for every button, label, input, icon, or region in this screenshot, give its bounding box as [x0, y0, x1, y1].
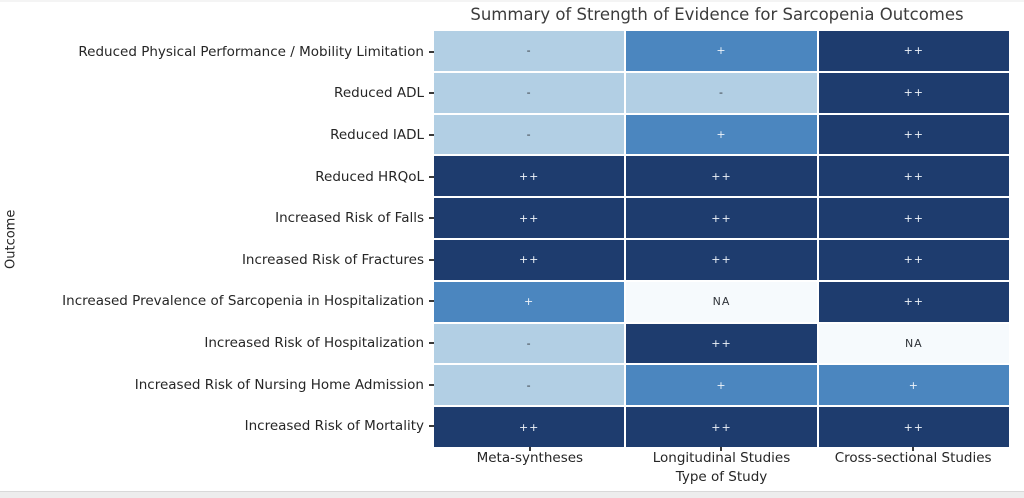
heatmap-cell: -: [434, 323, 625, 364]
heatmap-cell: -: [434, 114, 625, 155]
heatmap-cell: -: [434, 31, 625, 71]
x-axis-tick: [720, 447, 723, 451]
row-label-text: Increased Prevalence of Sarcopenia in Ho…: [62, 293, 424, 310]
row-label-text: Reduced Physical Performance / Mobility …: [78, 43, 424, 60]
heatmap-cell: -: [626, 72, 817, 113]
row-label: Increased Risk of Mortality: [0, 405, 434, 447]
heatmap-cell: +: [626, 365, 817, 406]
heatmap-cell: NA: [818, 323, 1009, 364]
heatmap-cell: -: [434, 72, 625, 113]
heatmap-cell: ++: [434, 198, 625, 238]
chart-title: Summary of Strength of Evidence for Sarc…: [470, 5, 964, 24]
row-label-text: Reduced ADL: [334, 85, 424, 102]
window-top-edge: [0, 0, 1024, 2]
row-label-text: Increased Risk of Falls: [275, 210, 424, 227]
row-label: Reduced IADL: [0, 114, 434, 156]
heatmap-cell: ++: [434, 239, 625, 280]
heatmap-cell: ++: [626, 156, 817, 197]
window-bottom-edge: [0, 491, 1024, 498]
row-labels: Reduced Physical Performance / Mobility …: [0, 31, 434, 447]
y-axis-tick: [429, 258, 434, 261]
row-label: Increased Risk of Nursing Home Admission: [0, 364, 434, 406]
heatmap-cell: +: [626, 114, 817, 155]
x-axis-title: Type of Study: [675, 469, 768, 485]
heatmap-cell: +: [818, 365, 1009, 406]
row-label-text: Increased Risk of Nursing Home Admission: [134, 376, 424, 393]
x-axis-tick: [912, 447, 915, 451]
heatmap-cell: ++: [626, 239, 817, 280]
heatmap-cell: ++: [818, 72, 1009, 113]
heatmap-cell: +: [434, 281, 625, 322]
row-label: Increased Risk of Falls: [0, 197, 434, 239]
y-axis-tick: [429, 217, 434, 220]
heatmap-cell: ++: [818, 281, 1009, 322]
row-label: Reduced ADL: [0, 73, 434, 115]
y-axis-tick: [429, 92, 434, 95]
y-axis-tick: [429, 133, 434, 136]
row-label-text: Reduced IADL: [330, 126, 424, 143]
heatmap-cell: ++: [818, 407, 1009, 447]
y-axis-tick: [429, 383, 434, 386]
heatmap-cell: ++: [818, 198, 1009, 238]
heatmap-grid: - + ++ - - ++ - + ++ ++ ++ ++ ++ ++ ++ ++ ++ ++ + NA ++ - ++ NA…: [434, 31, 1009, 447]
heatmap-cell: ++: [818, 114, 1009, 155]
heatmap-cell: ++: [818, 156, 1009, 197]
row-label: Increased Prevalence of Sarcopenia in Ho…: [0, 281, 434, 323]
heatmap-cell: ++: [818, 239, 1009, 280]
heatmap-cell: ++: [434, 156, 625, 197]
row-label: Reduced Physical Performance / Mobility …: [0, 31, 434, 73]
heatmap-cell: ++: [818, 31, 1009, 71]
heatmap-cell: ++: [626, 198, 817, 238]
y-axis-tick: [429, 300, 434, 303]
heatmap-cell: ++: [626, 323, 817, 364]
heatmap-cell: ++: [626, 407, 817, 447]
heatmap-cell: ++: [434, 407, 625, 447]
y-axis-tick: [429, 175, 434, 178]
x-axis-tick: [528, 447, 531, 451]
row-label: Reduced HRQoL: [0, 156, 434, 198]
x-tick-label: Longitudinal Studies: [652, 450, 791, 466]
row-label: Increased Risk of Hospitalization: [0, 322, 434, 364]
heatmap-cell: +: [626, 31, 817, 71]
heatmap-cell: -: [434, 365, 625, 406]
y-axis-tick: [429, 50, 434, 53]
x-axis-ticks: [434, 447, 1009, 451]
x-tick-labels: Meta-syntheses Longitudinal Studies Cross-…: [434, 450, 1009, 466]
row-label-text: Increased Risk of Mortality: [244, 418, 424, 435]
x-tick-label: Cross-sectional Studies: [834, 450, 992, 466]
row-label-text: Increased Risk of Hospitalization: [204, 334, 424, 351]
y-axis-tick: [429, 341, 434, 344]
row-label-text: Reduced HRQoL: [315, 168, 424, 185]
row-label: Increased Risk of Fractures: [0, 239, 434, 281]
y-axis-tick: [429, 425, 434, 428]
heatmap-cell: NA: [626, 281, 817, 322]
x-tick-label: Meta-syntheses: [476, 450, 584, 466]
row-label-text: Increased Risk of Fractures: [241, 251, 424, 268]
